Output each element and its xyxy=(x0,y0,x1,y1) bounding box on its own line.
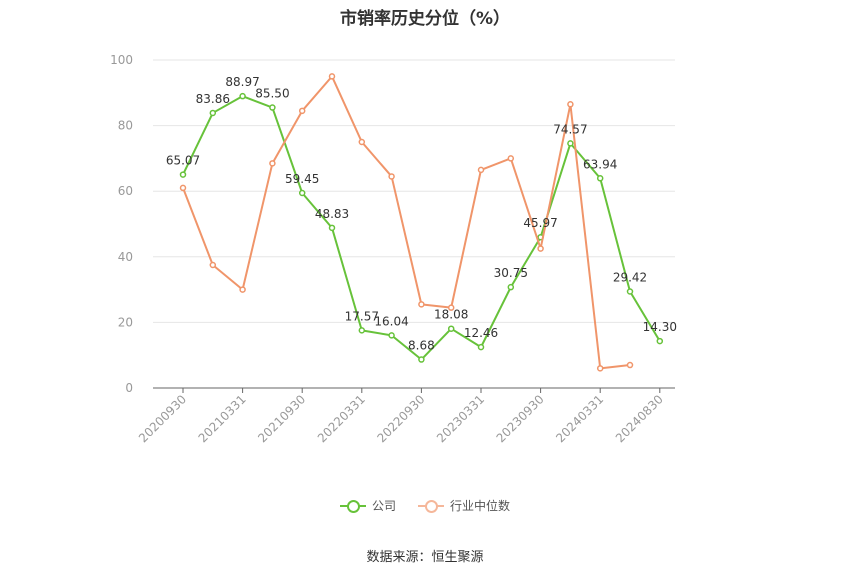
data-point xyxy=(596,175,604,182)
series-line-0 xyxy=(182,95,661,361)
data-label: 18.08 xyxy=(434,308,468,322)
data-label: 12.46 xyxy=(464,326,498,340)
data-point xyxy=(388,332,395,339)
data-label: 30.75 xyxy=(494,266,528,280)
legend-company-label: 公司 xyxy=(371,499,396,513)
data-point xyxy=(507,155,515,162)
data-label: 85.50 xyxy=(255,87,289,101)
data-point xyxy=(358,138,366,146)
y-tick-label: 60 xyxy=(118,184,133,198)
data-label: 63.94 xyxy=(583,157,617,171)
data-point xyxy=(626,288,634,295)
data-point xyxy=(477,343,485,351)
data-point xyxy=(269,160,276,167)
x-tick-label: 20220331 xyxy=(315,392,368,445)
x-tick-label: 20220930 xyxy=(374,392,427,445)
data-label: 74.57 xyxy=(553,122,587,136)
legend-item-industry[interactable]: 行业中位数 xyxy=(418,497,510,514)
x-tick-label: 20240331 xyxy=(553,392,606,445)
data-point xyxy=(447,304,455,311)
y-tick-label: 100 xyxy=(110,53,133,67)
source-note: 数据来源：恒生聚源 xyxy=(366,550,484,565)
chart-title: 市销率历史分位（%） xyxy=(339,9,511,29)
x-tick-label: 20200930 xyxy=(136,392,189,445)
data-label: 83.86 xyxy=(196,92,230,106)
data-point xyxy=(596,365,604,372)
series-layer xyxy=(179,73,664,372)
data-point xyxy=(179,184,187,192)
data-point xyxy=(239,92,246,100)
data-label: 16.04 xyxy=(374,314,408,328)
y-tick-label: 20 xyxy=(118,315,133,329)
legend-industry-marker-icon xyxy=(418,499,444,513)
data-point xyxy=(298,189,306,197)
data-point xyxy=(447,325,455,332)
x-tick-label: 20210331 xyxy=(196,392,249,445)
grid-layer xyxy=(153,59,675,323)
data-point xyxy=(537,245,544,252)
data-label: 59.45 xyxy=(285,172,319,186)
y-tick-label: 40 xyxy=(118,250,133,264)
x-tick-label: 20230930 xyxy=(494,392,547,445)
x-tick-label: 20230331 xyxy=(434,392,487,445)
data-point xyxy=(328,224,336,232)
data-point xyxy=(388,173,395,180)
data-point xyxy=(507,283,515,291)
data-point xyxy=(209,109,217,117)
data-point xyxy=(418,301,425,308)
data-label: 17.57 xyxy=(345,309,379,323)
data-point xyxy=(358,327,366,334)
data-label: 8.68 xyxy=(408,339,435,353)
legend: 公司 行业中位数 xyxy=(0,497,850,514)
data-label: 45.97 xyxy=(523,216,557,230)
data-point xyxy=(626,361,634,369)
x-tick-label: 20240830 xyxy=(613,392,666,445)
data-point xyxy=(209,261,217,269)
data-point xyxy=(567,140,574,147)
y-tick-label: 80 xyxy=(118,119,133,133)
y-tick-label: 0 xyxy=(125,381,133,395)
data-label: 14.30 xyxy=(643,320,677,334)
data-point xyxy=(328,73,336,80)
data-point xyxy=(298,107,306,115)
data-point xyxy=(239,286,246,293)
data-label: 65.07 xyxy=(166,154,200,168)
data-point xyxy=(477,166,485,174)
data-point xyxy=(418,356,425,363)
data-point xyxy=(179,171,187,178)
series-line-1 xyxy=(182,75,631,370)
data-point xyxy=(656,337,664,345)
data-point xyxy=(567,101,574,108)
x-tick-label: 20210930 xyxy=(255,392,308,445)
data-label: 88.97 xyxy=(225,75,259,89)
legend-industry-label: 行业中位数 xyxy=(450,499,511,513)
legend-company-marker-icon xyxy=(339,499,366,513)
legend-item-company[interactable]: 公司 xyxy=(339,497,396,514)
data-point xyxy=(269,104,276,111)
data-label: 29.42 xyxy=(613,271,647,285)
data-label: 48.83 xyxy=(315,207,349,221)
